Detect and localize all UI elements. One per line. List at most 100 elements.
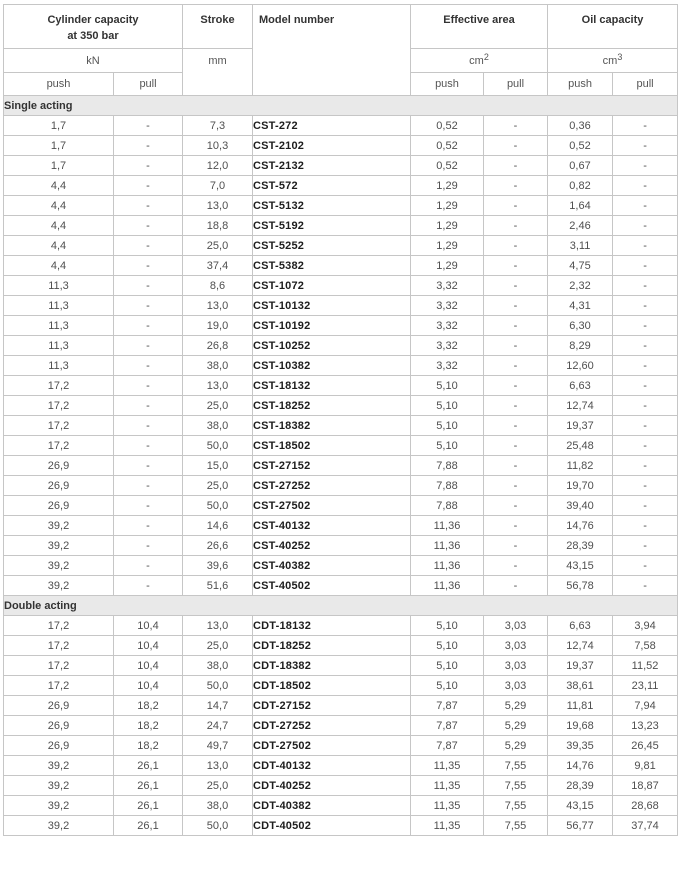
header-stroke: Stroke bbox=[182, 4, 253, 49]
header-capacity-pull: pull bbox=[113, 72, 183, 96]
value-cell-oil_capacity_push_cm3: 12,74 bbox=[547, 395, 614, 416]
model-number-cell: CST-2102 bbox=[252, 135, 411, 156]
value-cell-effective_area_push_cm2: 5,10 bbox=[410, 415, 484, 436]
table-row: 39,2-51,6 CST-40502 11,36-56,78- bbox=[3, 575, 679, 596]
value-cell-oil_capacity_push_cm3: 6,63 bbox=[547, 615, 614, 636]
value-cell-oil_capacity_push_cm3: 25,48 bbox=[547, 435, 614, 456]
value-cell-effective_area_push_cm2: 0,52 bbox=[410, 115, 484, 136]
value-cell-capacity_push_kn: 4,4 bbox=[3, 215, 114, 236]
table-row: 26,9-50,0 CST-27502 7,88-39,40- bbox=[3, 495, 679, 516]
value-cell-oil_capacity_push_cm3: 19,70 bbox=[547, 475, 614, 496]
value-cell-oil_capacity_push_cm3: 0,82 bbox=[547, 175, 614, 196]
value-cell-stroke_mm: 19,0 bbox=[182, 315, 253, 336]
value-cell-oil_capacity_pull_cm3: 37,74 bbox=[612, 815, 679, 836]
value-cell-effective_area_push_cm2: 3,32 bbox=[410, 275, 484, 296]
value-cell-oil_capacity_push_cm3: 43,15 bbox=[547, 795, 614, 816]
value-cell-oil_capacity_pull_cm3: - bbox=[612, 515, 679, 536]
value-cell-oil_capacity_pull_cm3: 13,23 bbox=[612, 715, 679, 736]
value-cell-capacity_pull_kn: - bbox=[113, 355, 183, 376]
table-row: 26,9-15,0 CST-27152 7,88-11,82- bbox=[3, 455, 679, 476]
unit-cm3-sup: 3 bbox=[617, 51, 623, 62]
value-cell-effective_area_pull_cm2: - bbox=[482, 515, 549, 536]
value-cell-effective_area_pull_cm2: - bbox=[482, 575, 549, 596]
value-cell-stroke_mm: 38,0 bbox=[182, 355, 253, 376]
value-cell-effective_area_push_cm2: 5,10 bbox=[410, 655, 484, 676]
unit-cm3: cm3 bbox=[547, 48, 679, 73]
unit-cm2-base: cm bbox=[469, 54, 484, 67]
model-number-cell: CST-2132 bbox=[252, 155, 411, 176]
section-title-double-acting: Double acting bbox=[2, 595, 679, 616]
table-row: 11,3-38,0 CST-10382 3,32-12,60- bbox=[3, 355, 679, 376]
value-cell-stroke_mm: 14,6 bbox=[182, 515, 253, 536]
value-cell-capacity_push_kn: 17,2 bbox=[3, 375, 114, 396]
value-cell-effective_area_pull_cm2: 7,55 bbox=[482, 755, 549, 776]
table-row: 39,2-26,6 CST-40252 11,36-28,39- bbox=[3, 535, 679, 556]
model-number-cell: CST-27252 bbox=[252, 475, 411, 496]
value-cell-stroke_mm: 49,7 bbox=[182, 735, 253, 756]
value-cell-capacity_push_kn: 17,2 bbox=[3, 415, 114, 436]
value-cell-capacity_pull_kn: - bbox=[113, 195, 183, 216]
value-cell-capacity_push_kn: 39,2 bbox=[3, 535, 114, 556]
table-row: 4,4-25,0 CST-5252 1,29-3,11- bbox=[3, 235, 679, 256]
model-number-cell: CST-18252 bbox=[252, 395, 411, 416]
value-cell-capacity_pull_kn: - bbox=[113, 155, 183, 176]
value-cell-oil_capacity_pull_cm3: - bbox=[612, 535, 679, 556]
value-cell-capacity_push_kn: 4,4 bbox=[3, 195, 114, 216]
model-number-cell: CST-5382 bbox=[252, 255, 411, 276]
value-cell-capacity_pull_kn: 26,1 bbox=[113, 815, 183, 836]
value-cell-stroke_mm: 13,0 bbox=[182, 295, 253, 316]
value-cell-oil_capacity_pull_cm3: - bbox=[612, 455, 679, 476]
value-cell-capacity_push_kn: 39,2 bbox=[3, 755, 114, 776]
value-cell-oil_capacity_push_cm3: 12,74 bbox=[547, 635, 614, 656]
table-row: 17,2 10,4 25,0 CDT-18252 5,10 3,03 12,74 7,58 bbox=[3, 635, 679, 656]
value-cell-capacity_push_kn: 26,9 bbox=[3, 455, 114, 476]
value-cell-stroke_mm: 12,0 bbox=[182, 155, 253, 176]
table-row: 39,2 26,1 13,0 CDT-40132 11,35 7,55 14,76 9,81 bbox=[3, 755, 679, 776]
table-row: 39,2-39,6 CST-40382 11,36-43,15- bbox=[3, 555, 679, 576]
value-cell-effective_area_pull_cm2: - bbox=[482, 255, 549, 276]
unit-cm2: cm2 bbox=[409, 48, 549, 73]
table-row: 1,7-10,3 CST-2102 0,52-0,52- bbox=[3, 135, 679, 156]
value-cell-oil_capacity_pull_cm3: 7,58 bbox=[612, 635, 679, 656]
value-cell-oil_capacity_push_cm3: 19,37 bbox=[547, 655, 614, 676]
model-number-cell: CST-5132 bbox=[252, 195, 411, 216]
header-model-number: Model number bbox=[252, 4, 411, 96]
value-cell-oil_capacity_pull_cm3: - bbox=[612, 375, 679, 396]
value-cell-oil_capacity_pull_cm3: - bbox=[612, 335, 679, 356]
value-cell-capacity_pull_kn: 18,2 bbox=[113, 715, 183, 736]
value-cell-effective_area_push_cm2: 1,29 bbox=[410, 175, 484, 196]
value-cell-oil_capacity_pull_cm3: - bbox=[612, 195, 679, 216]
value-cell-oil_capacity_pull_cm3: - bbox=[612, 115, 679, 136]
value-cell-effective_area_pull_cm2: - bbox=[482, 475, 549, 496]
value-cell-oil_capacity_push_cm3: 1,64 bbox=[547, 195, 614, 216]
value-cell-capacity_push_kn: 11,3 bbox=[3, 315, 114, 336]
value-cell-capacity_push_kn: 26,9 bbox=[3, 695, 114, 716]
header-oil-pull: pull bbox=[612, 72, 679, 96]
value-cell-capacity_pull_kn: 26,1 bbox=[113, 795, 183, 816]
value-cell-capacity_pull_kn: - bbox=[113, 555, 183, 576]
value-cell-capacity_pull_kn: - bbox=[113, 175, 183, 196]
value-cell-oil_capacity_pull_cm3: 7,94 bbox=[612, 695, 679, 716]
value-cell-oil_capacity_push_cm3: 0,36 bbox=[547, 115, 614, 136]
model-number-cell: CDT-40252 bbox=[252, 775, 411, 796]
value-cell-effective_area_pull_cm2: - bbox=[482, 295, 549, 316]
value-cell-capacity_push_kn: 17,2 bbox=[3, 675, 114, 696]
value-cell-capacity_pull_kn: 18,2 bbox=[113, 735, 183, 756]
value-cell-stroke_mm: 25,0 bbox=[182, 235, 253, 256]
value-cell-effective_area_pull_cm2: - bbox=[482, 115, 549, 136]
value-cell-capacity_push_kn: 39,2 bbox=[3, 815, 114, 836]
model-number-cell: CST-572 bbox=[252, 175, 411, 196]
value-cell-oil_capacity_push_cm3: 4,75 bbox=[547, 255, 614, 276]
value-cell-effective_area_push_cm2: 11,36 bbox=[410, 515, 484, 536]
value-cell-capacity_push_kn: 26,9 bbox=[3, 495, 114, 516]
table-row: 4,4-7,0 CST-572 1,29-0,82- bbox=[3, 175, 679, 196]
value-cell-capacity_pull_kn: 26,1 bbox=[113, 755, 183, 776]
value-cell-effective_area_pull_cm2: - bbox=[482, 555, 549, 576]
value-cell-oil_capacity_push_cm3: 56,77 bbox=[547, 815, 614, 836]
value-cell-capacity_pull_kn: - bbox=[113, 295, 183, 316]
model-number-cell: CDT-27502 bbox=[252, 735, 411, 756]
section-row-double-acting: Double acting bbox=[2, 595, 679, 616]
value-cell-capacity_push_kn: 39,2 bbox=[3, 775, 114, 796]
table-row: 39,2 26,1 50,0 CDT-40502 11,35 7,55 56,77 37,74 bbox=[3, 815, 679, 836]
value-cell-oil_capacity_push_cm3: 8,29 bbox=[547, 335, 614, 356]
